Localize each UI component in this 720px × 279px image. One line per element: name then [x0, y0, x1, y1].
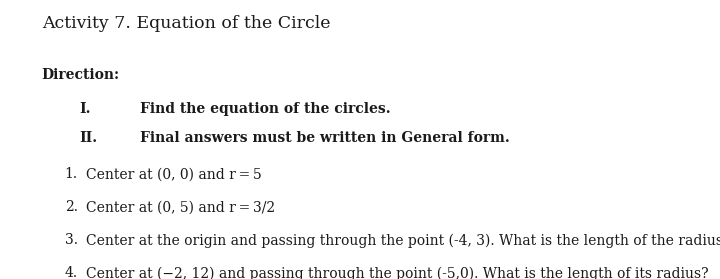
- Text: Center at the origin and passing through the point (-4, 3). What is the length o: Center at the origin and passing through…: [86, 233, 720, 248]
- Text: Direction:: Direction:: [42, 68, 120, 82]
- Text: 4.: 4.: [65, 266, 78, 279]
- Text: Activity 7. Equation of the Circle: Activity 7. Equation of the Circle: [42, 15, 330, 32]
- Text: Center at (−2, 12) and passing through the point (-5,0). What is the length of i: Center at (−2, 12) and passing through t…: [86, 266, 709, 279]
- Text: 2.: 2.: [65, 200, 78, 214]
- Text: 3.: 3.: [65, 233, 78, 247]
- Text: Final answers must be written in General form.: Final answers must be written in General…: [140, 131, 510, 145]
- Text: Center at (0, 5) and r = 3/2: Center at (0, 5) and r = 3/2: [86, 200, 276, 214]
- Text: 1.: 1.: [65, 167, 78, 181]
- Text: II.: II.: [79, 131, 97, 145]
- Text: Find the equation of the circles.: Find the equation of the circles.: [140, 102, 391, 116]
- Text: I.: I.: [79, 102, 91, 116]
- Text: Center at (0, 0) and r = 5: Center at (0, 0) and r = 5: [86, 167, 262, 181]
